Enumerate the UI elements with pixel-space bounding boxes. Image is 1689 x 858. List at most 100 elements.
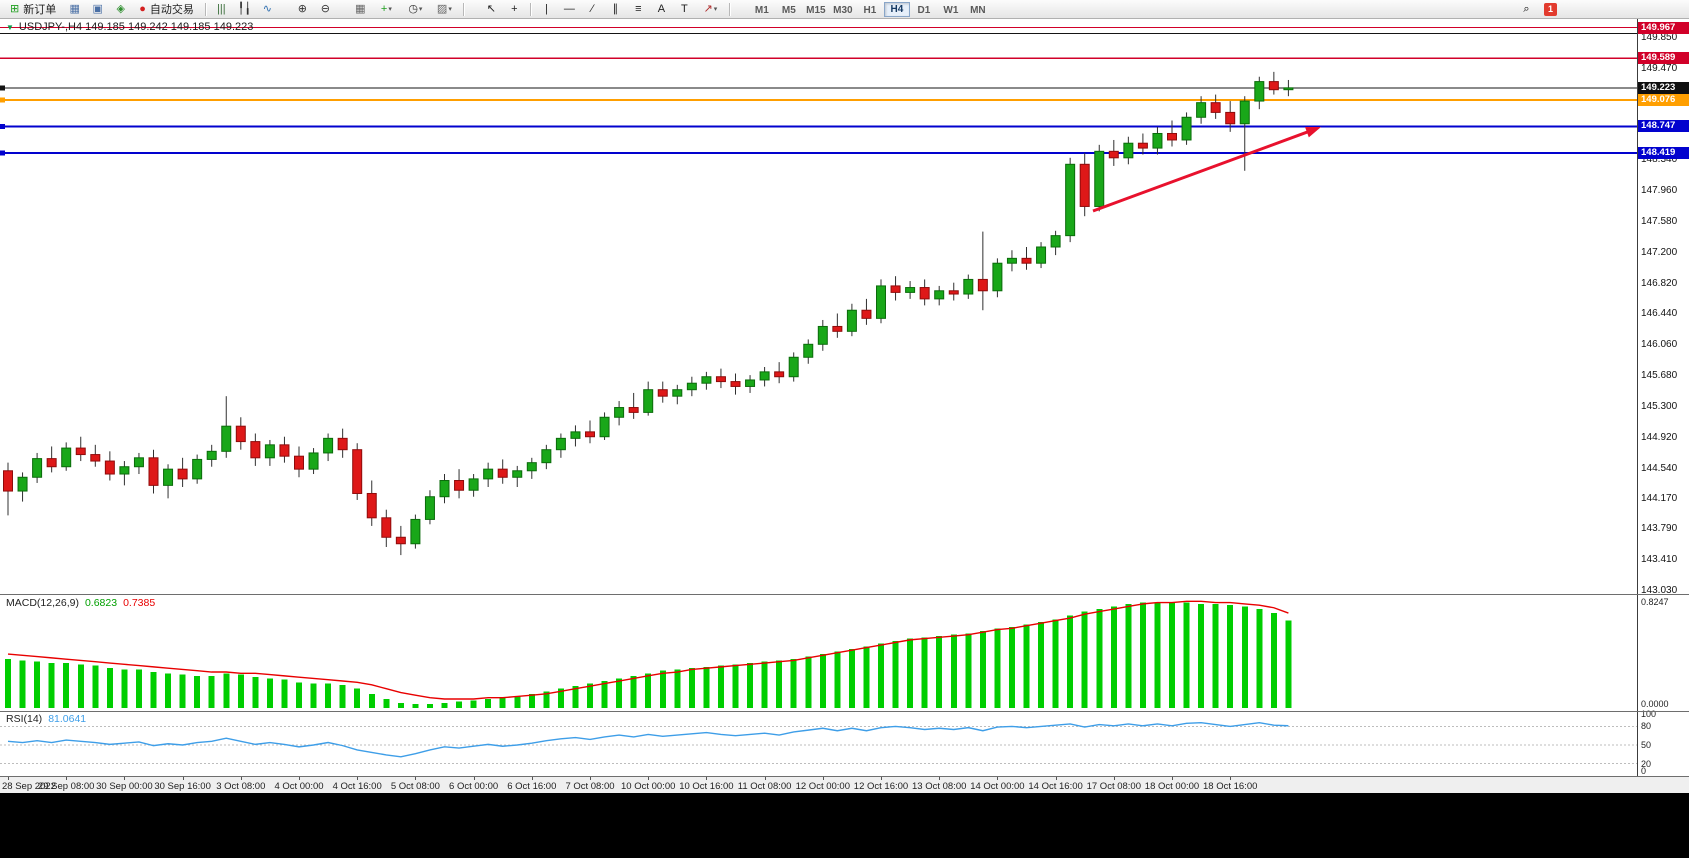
time-tick [182,777,184,780]
time-tick [706,777,708,780]
chevron-down-icon: ▾ [388,5,392,13]
time-axis-label: 4 Oct 16:00 [332,781,382,792]
rsi-axis-label: 50 [1641,740,1652,750]
line-chart-icon[interactable]: ∿ [257,1,278,17]
timeframe-m30[interactable]: M30 [833,4,853,16]
templates-dropdown[interactable]: ▨ ▾ [431,1,458,17]
time-tick [1230,777,1232,780]
tile-windows-icon[interactable]: ▦ [350,1,371,17]
crosshair-icon[interactable]: + [504,1,525,17]
timeframe-m15[interactable]: M15 [806,4,826,16]
text-icon: A [657,2,666,15]
text-icon[interactable]: A [651,1,672,17]
candlestick-chart-icon[interactable]: ╿╽ [234,1,255,17]
toolbar-separator [728,2,730,16]
vertical-line-icon: | [544,2,548,15]
price-axis-label: 147.200 [1641,246,1678,258]
time-tick [939,777,941,780]
price-axis-label: 147.580 [1641,216,1678,228]
time-axis-label: 30 Sep 16:00 [154,781,211,792]
time-tick [531,777,533,780]
hlines-layer[interactable] [0,26,1637,156]
navigator-icon: ◈ [116,2,125,15]
new-order-icon: ⊞ [10,2,20,15]
price-axis-label: 149.470 [1641,62,1678,74]
time-axis-label: 11 Oct 08:00 [737,781,792,792]
toolbar-gap [280,9,290,10]
trendline-icon[interactable]: ∕ [582,1,603,17]
vertical-line-icon[interactable]: | [536,1,557,17]
legend-text: USDJPY-,H4 149.185 149.242 149.185 149.2… [18,21,254,33]
time-axis-label: 4 Oct 00:00 [274,781,324,792]
price-axis-label: 147.960 [1641,185,1678,197]
time-tick [1055,777,1057,780]
time-axis[interactable]: 28 Sep 2022 29 Sep 08:00 30 Sep 00:00 30 Se… [0,776,1689,793]
price-axis-label: 149.850 [1641,32,1678,43]
notification-badge[interactable]: 1 [1544,2,1557,16]
timeframe-d1[interactable]: D1 [917,4,931,16]
zoom-in-icon[interactable]: ⊕ [292,1,313,17]
timeframe-h4[interactable]: H4 [883,1,910,17]
time-tick [881,777,882,780]
macd-signal-line [7,600,1289,700]
time-axis-label: 6 Oct 00:00 [449,781,499,792]
fibonacci-icon[interactable]: ≡ [628,1,649,17]
rsi-panel-border[interactable] [0,711,1689,712]
rsi-panel[interactable] [0,712,1637,776]
arrows-dropdown[interactable]: ↗ ▾ [697,1,724,17]
bar-chart-icon[interactable]: ||| [211,1,232,17]
timeframe-m5[interactable]: M5 [781,4,796,16]
periods-icon: ◷ [408,2,418,15]
time-axis-label: 7 Oct 08:00 [565,781,615,792]
cursor-icon: ↖ [486,2,496,15]
time-tick [997,777,999,780]
timeframe-h1[interactable]: H1 [863,4,877,16]
timeframe-w1[interactable]: W1 [943,4,959,16]
toolbar-items: ⊞ 新订单 ▦ ▣ ◈ ● 自动交易 ||| ╿╽ ∿ ⊕ ⊖ ▦ + ▾ ◷ ▾ ▨ ▾ ↖ + | — ∕ ∥ ≡ A T ↗ ▾ M1… [4,0,991,19]
macd-histogram [5,602,1292,708]
timeframe-m1[interactable]: M1 [754,4,769,16]
timeframe-mn[interactable]: MN [970,4,986,16]
market-watch-icon: ▣ [92,2,103,15]
time-tick [764,777,766,780]
text-label-icon[interactable]: T [674,1,695,17]
time-tick [822,777,824,780]
autotrading-button[interactable]: ● 自动交易 [133,1,200,17]
time-tick [240,777,242,780]
market-watch-icon[interactable]: ▣ [87,1,108,17]
new-order-button[interactable]: ⊞ 新订单 [4,1,62,17]
chart-legend: ▼ USDJPY-,H4 149.185 149.242 149.185 149… [6,21,253,33]
periods-dropdown[interactable]: ◷ ▾ [402,1,429,17]
main-chart[interactable] [0,19,1637,593]
time-axis-label: 10 Oct 16:00 [679,781,734,792]
equidistant-channel-icon: ∥ [612,2,619,15]
price-axis-label: 143.410 [1641,554,1678,566]
macd-panel-border[interactable] [0,594,1689,595]
time-axis-label: 10 Oct 00:00 [620,781,676,792]
indicators-dropdown[interactable]: + ▾ [373,1,400,17]
macd-panel[interactable] [0,595,1637,709]
trend-arrow[interactable] [1092,127,1321,213]
navigator-icon[interactable]: ◈ [110,1,131,17]
zoom-out-icon[interactable]: ⊖ [315,1,336,17]
horizontal-line-icon[interactable]: — [559,1,580,17]
profiles-icon[interactable]: ▦ [64,1,85,17]
macd-signal-value: 0.7385 [123,597,156,609]
search-icon[interactable]: ⌕ [1523,2,1530,15]
price-tag-149.967: 149.967 [1638,21,1689,34]
black-hline-149.89[interactable] [0,33,1689,35]
time-tick [1172,777,1173,780]
equidistant-channel-icon[interactable]: ∥ [605,1,626,17]
time-axis-label: 18 Oct 00:00 [1144,781,1200,792]
templates-icon: ▨ [436,2,448,15]
cursor-icon[interactable]: ↖ [481,1,502,17]
price-axis[interactable]: 149.850 149.470 148.340 147.960 147.580 147.2… [1638,0,1689,793]
price-axis-label: 144.540 [1641,462,1678,474]
time-axis-label: 14 Oct 00:00 [970,781,1025,792]
time-tick [1113,777,1115,780]
profiles-icon: ▦ [69,2,80,15]
price-axis-label: 143.790 [1641,523,1678,535]
bottom-filler [0,793,1689,858]
price-axis-label: 145.680 [1641,370,1678,382]
